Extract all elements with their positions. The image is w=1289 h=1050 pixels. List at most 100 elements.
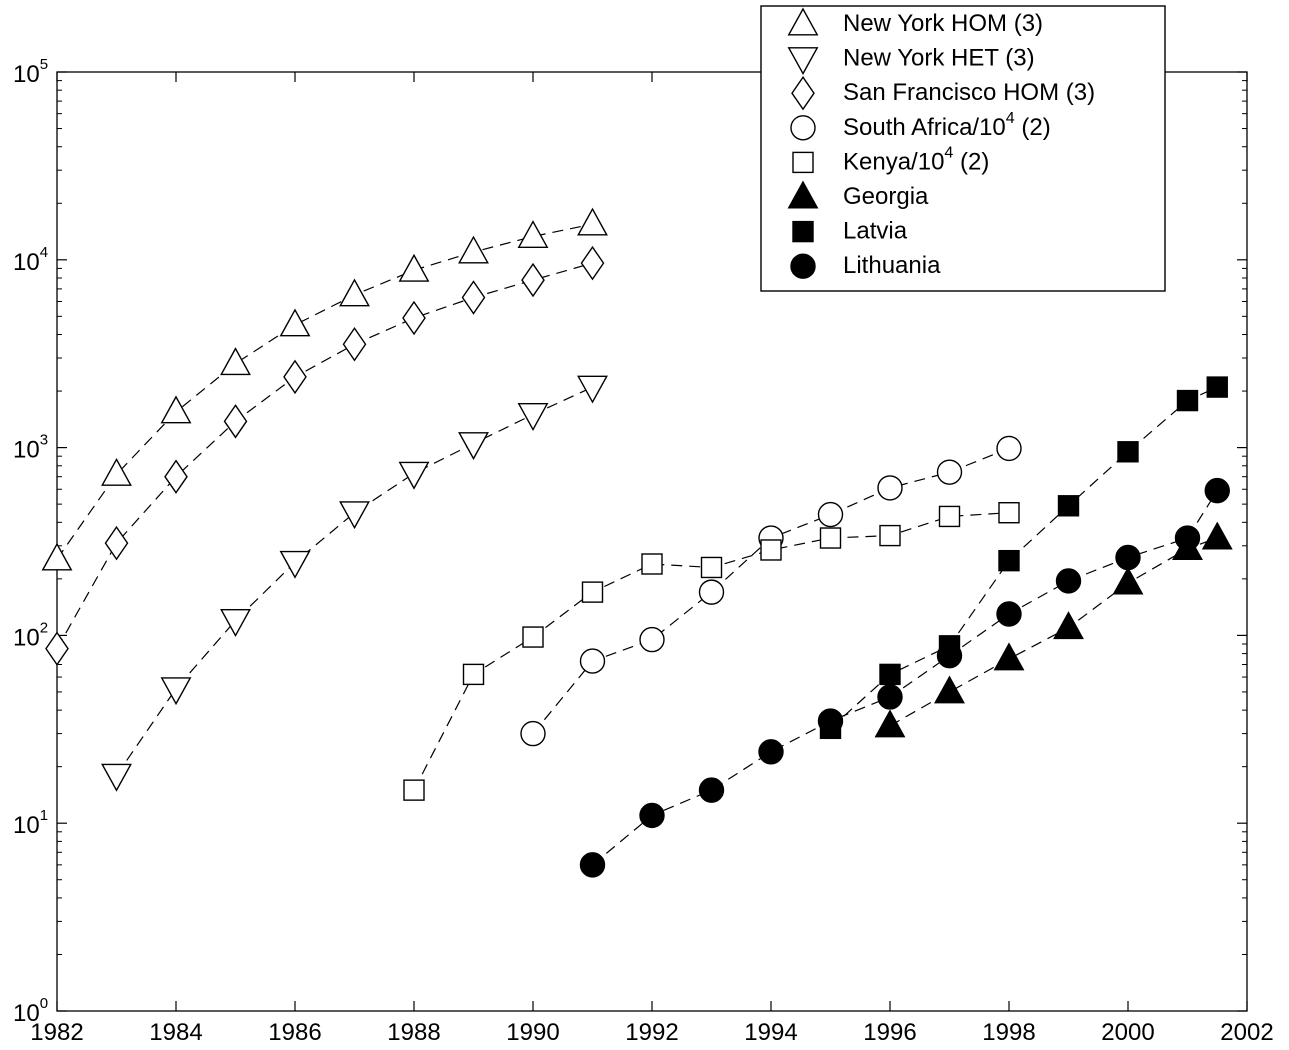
data-point: [339, 278, 370, 307]
data-point: [1053, 611, 1084, 640]
legend-label: Latvia: [843, 218, 908, 245]
data-point: [877, 684, 903, 710]
data-point: [996, 601, 1022, 627]
y-tick-label: 100: [13, 995, 48, 1027]
x-tick-label: 1988: [387, 1019, 440, 1046]
data-point: [996, 435, 1022, 462]
data-point: [45, 631, 69, 666]
fit-line: [532, 447, 1010, 734]
legend-label-text: New York HOM (3): [843, 10, 1043, 37]
x-tick-label: 1986: [268, 1019, 321, 1046]
data-point: [160, 395, 192, 424]
data-point: [458, 235, 489, 264]
legend-label-text: Kenya/10: [843, 148, 944, 175]
legend-label-exponent: 4: [1006, 110, 1015, 127]
data-point: [398, 461, 430, 490]
data-point: [993, 642, 1025, 671]
data-point: [279, 308, 311, 337]
data-point: [877, 475, 903, 501]
data-point: [817, 501, 844, 528]
data-point: [279, 550, 311, 579]
legend-marker: [790, 253, 816, 279]
y-tick-base: 10: [13, 1000, 40, 1027]
data-point: [639, 802, 665, 829]
legend-marker: [792, 151, 814, 174]
x-tick-label: 1984: [149, 1019, 202, 1046]
fit-lines-group: [56, 223, 1218, 866]
x-tick-label: 1992: [625, 1019, 678, 1046]
y-tick-exponent: 3: [40, 432, 48, 449]
legend-box: [760, 5, 1166, 292]
legend-label: Lithuania: [843, 252, 941, 279]
data-point: [521, 262, 545, 298]
data-point: [1206, 376, 1228, 398]
data-point: [579, 852, 606, 878]
data-point: [522, 626, 544, 648]
data-point: [283, 359, 307, 395]
data-point: [1117, 441, 1139, 463]
data-point: [758, 739, 784, 765]
data-point: [520, 720, 546, 747]
data-point: [41, 542, 73, 571]
x-tick-label: 1994: [744, 1019, 797, 1046]
data-point: [581, 581, 604, 603]
x-tick-label: 1998: [982, 1019, 1035, 1046]
data-point: [936, 459, 963, 485]
data-point: [101, 763, 132, 792]
legend-marker: [791, 75, 815, 111]
x-tick-label: 1996: [863, 1019, 916, 1046]
y-tick-label: 103: [13, 432, 48, 464]
x-tick-label: 1982: [30, 1019, 83, 1046]
legend-label: San Francisco HOM (3): [843, 79, 1095, 106]
legend: New York HOM (3) New York HET (3) San Fran…: [760, 5, 1166, 292]
legend-label: South Africa/104 (2): [843, 110, 1051, 141]
legend-label: New York HOM (3): [843, 10, 1043, 37]
x-tick-label: 2002: [1220, 1019, 1273, 1046]
legend-label-text: Latvia: [843, 218, 908, 245]
data-point: [760, 539, 782, 561]
legend-label: Georgia: [843, 183, 929, 210]
data-point: [220, 609, 251, 637]
data-point: [879, 663, 901, 686]
data-point: [403, 779, 425, 801]
y-tick-base: 10: [13, 624, 40, 651]
data-point: [1204, 477, 1230, 504]
y-tick-exponent: 2: [40, 619, 48, 636]
data-point: [462, 663, 485, 686]
x-tick-label: 2000: [1101, 1019, 1154, 1046]
y-tick-exponent: 5: [40, 56, 48, 73]
data-point: [577, 207, 608, 236]
y-tick-base: 10: [13, 61, 40, 88]
data-point: [639, 626, 665, 653]
legend-marker: [792, 220, 814, 243]
y-tick-label: 105: [13, 56, 48, 88]
data-point: [517, 220, 549, 249]
data-point: [879, 524, 901, 547]
y-tick-label: 101: [13, 807, 48, 839]
data-point: [934, 675, 965, 704]
legend-label-text: Lithuania: [843, 252, 941, 279]
legend-label-text: New York HET (3): [843, 45, 1035, 72]
legend-marker: [787, 180, 819, 209]
data-point: [998, 549, 1020, 572]
data-point: [164, 459, 188, 494]
y-tick-base: 10: [13, 437, 40, 464]
legend-marker: [787, 7, 819, 36]
fit-line: [56, 262, 593, 649]
legend-label-text: San Francisco HOM (3): [843, 79, 1095, 106]
data-point: [160, 677, 192, 706]
data-point: [342, 327, 367, 362]
data-point: [1057, 495, 1080, 517]
data-point: [698, 579, 725, 605]
y-tick-base: 10: [13, 812, 40, 839]
data-point: [698, 777, 725, 803]
data-point: [461, 280, 486, 315]
data-point: [936, 642, 963, 669]
legend-label-exponent: 4: [944, 144, 953, 161]
y-tick-exponent: 4: [40, 244, 48, 261]
markers-group: [41, 207, 1233, 878]
y-tick-label: 104: [13, 244, 48, 276]
legend-label-text: South Africa/10: [843, 114, 1006, 141]
x-tick-label: 1990: [506, 1019, 559, 1046]
